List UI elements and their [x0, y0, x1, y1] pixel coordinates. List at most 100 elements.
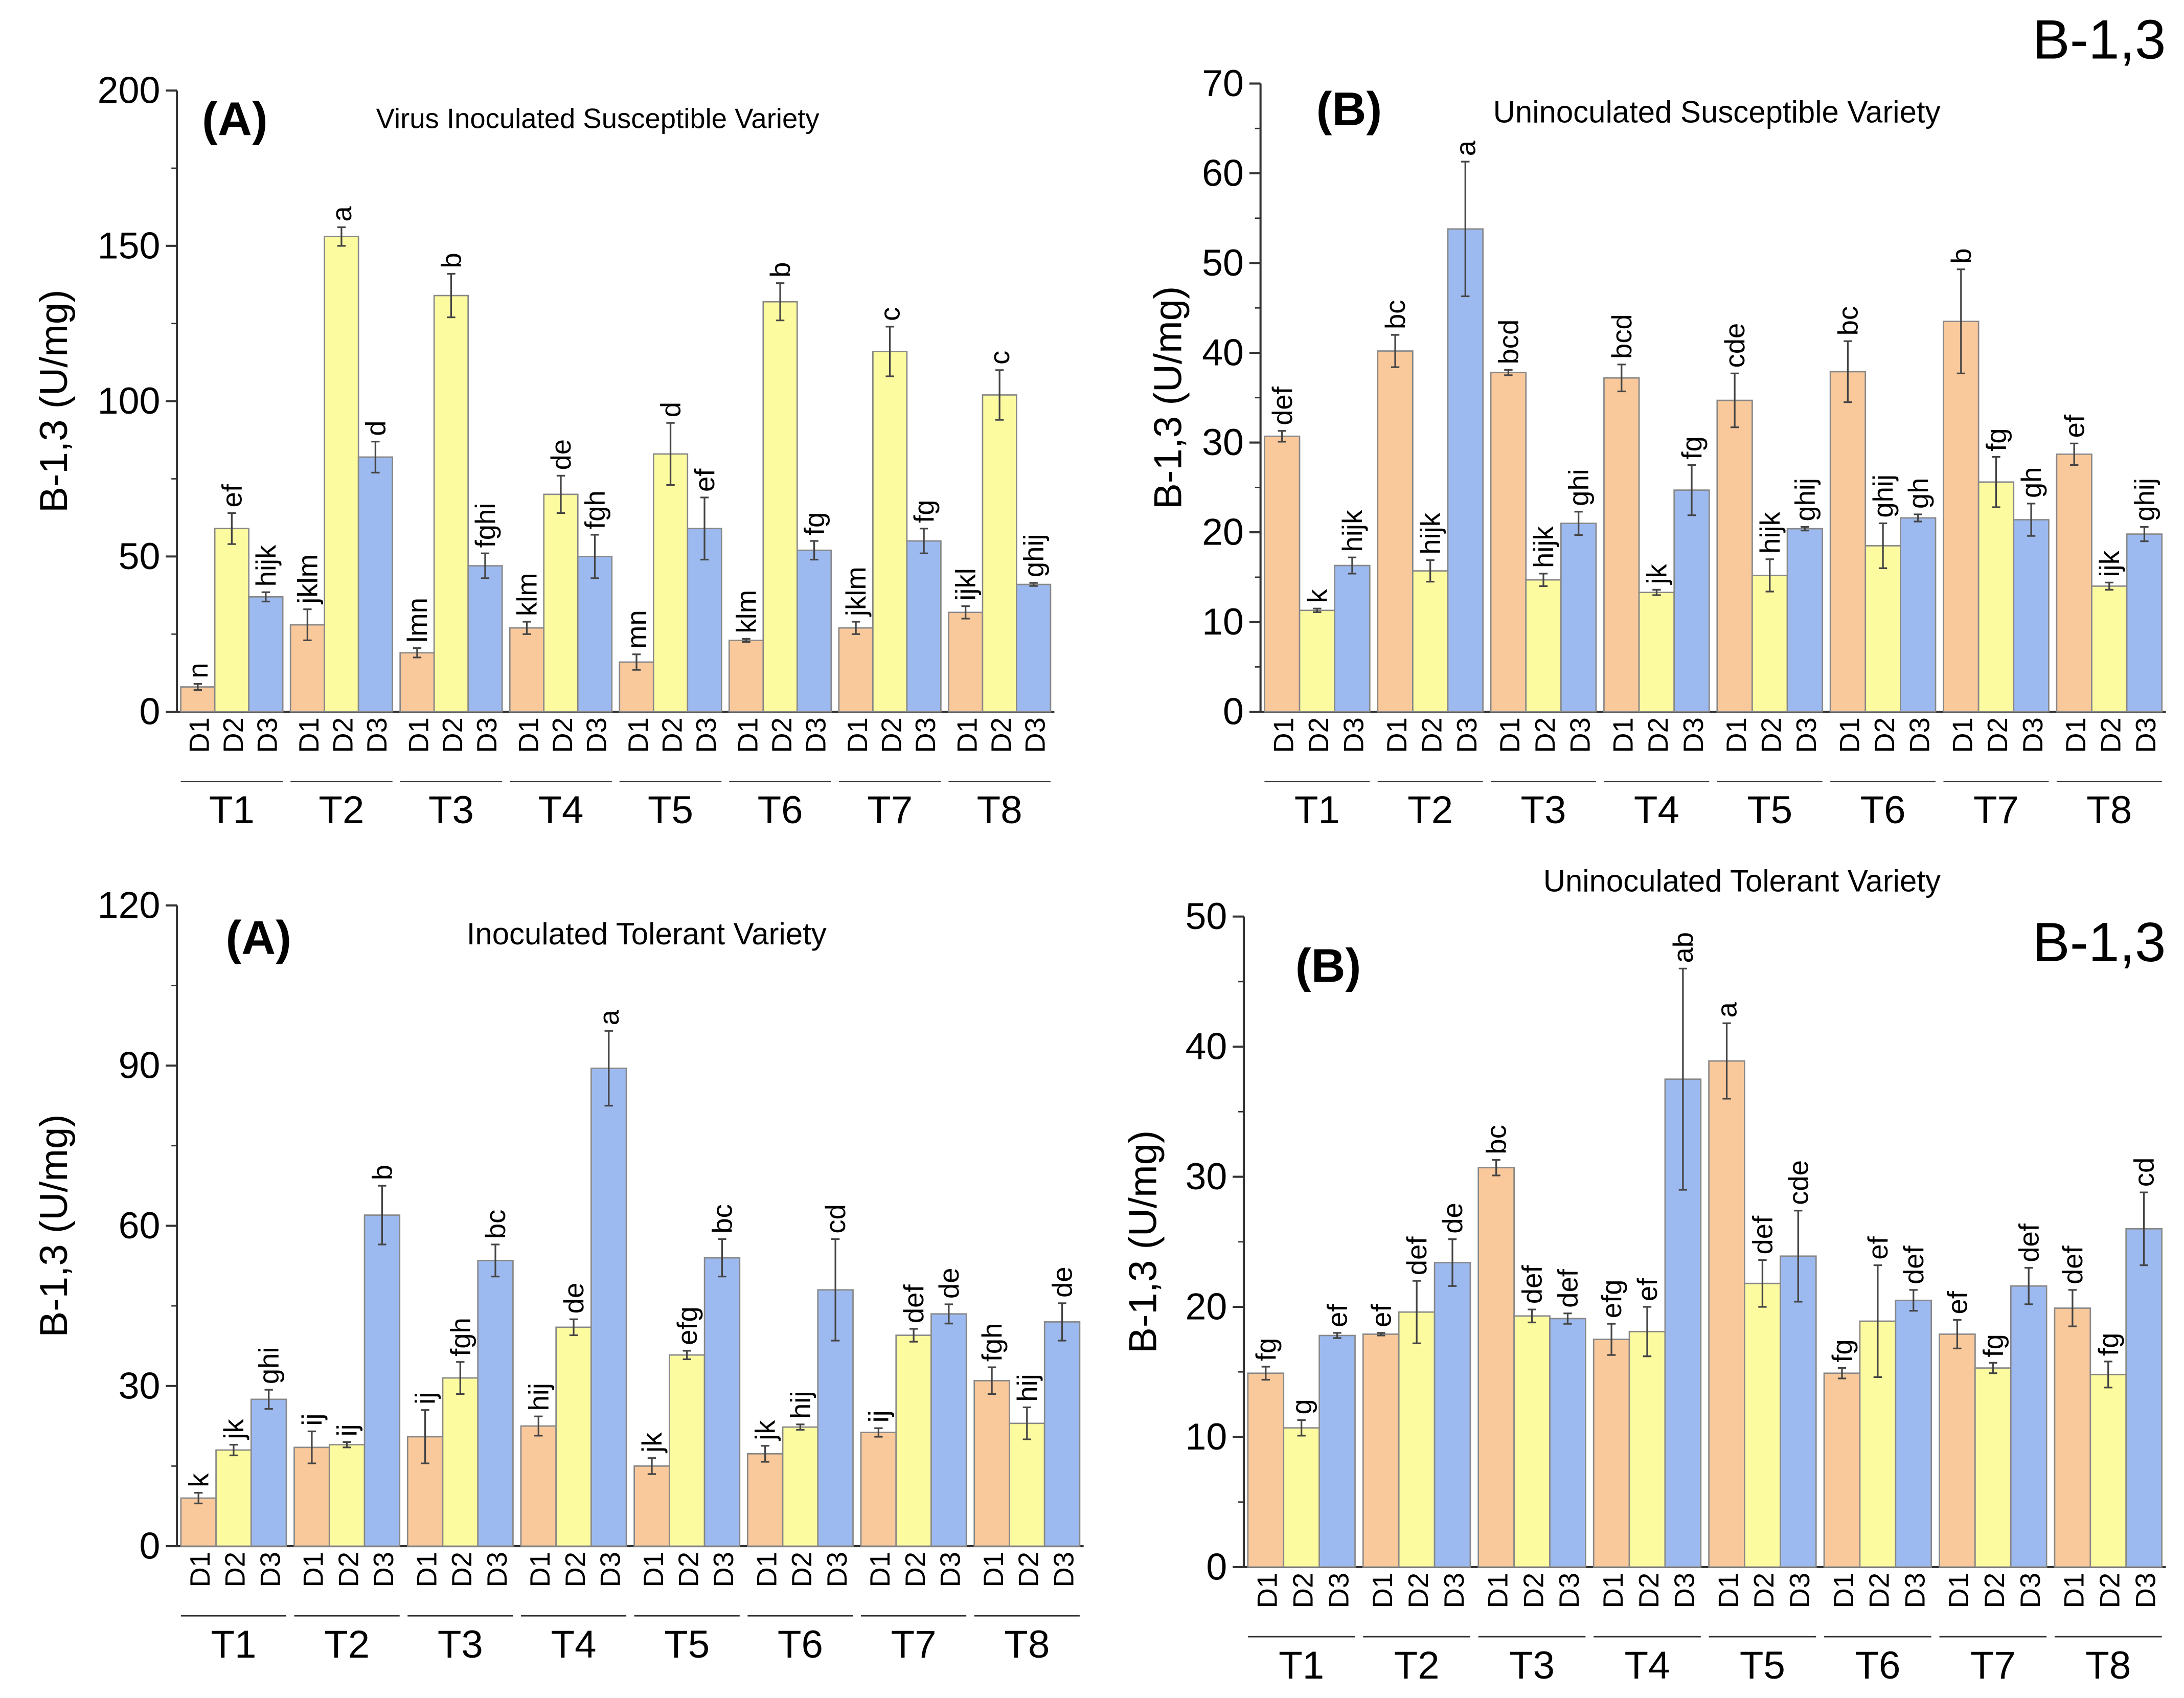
significance-label: hijk — [251, 545, 282, 586]
bar-T3-D3 — [1549, 1318, 1586, 1568]
significance-label: n — [183, 663, 214, 678]
x-subtick-label: D2 — [986, 717, 1017, 753]
significance-label: efg — [672, 1306, 703, 1345]
x-group-label: T8 — [977, 788, 1022, 832]
bar-T7-D3 — [2013, 519, 2050, 713]
significance-label: ij — [332, 1424, 363, 1436]
chart-panel-1: 0 50 100 150 200 B-1,3 (U/mg) (A) Virus Inocula… — [32, 69, 1055, 832]
significance-label: hijk — [1337, 510, 1368, 552]
x-subtick-label: D1 — [1608, 717, 1639, 753]
y-tick-label: 70 — [1202, 62, 1244, 104]
significance-label: fg — [2093, 1333, 2124, 1356]
panel-label: (B) — [1316, 82, 1382, 135]
significance-label: fg — [1981, 428, 2012, 451]
x-subtick-label: D1 — [1721, 717, 1752, 753]
bar-T7-D3 — [906, 540, 942, 713]
significance-label: hijk — [1528, 526, 1559, 568]
x-subtick-label: D1 — [1494, 717, 1526, 753]
x-subtick-label: D2 — [1518, 1573, 1549, 1609]
significance-label: hij — [1012, 1374, 1043, 1401]
x-subtick-label: D2 — [876, 717, 907, 753]
x-group-label: T4 — [551, 1623, 597, 1666]
significance-label: ghij — [1789, 478, 1821, 522]
x-subtick-label: D3 — [1791, 717, 1822, 753]
bar-T3-D2 — [442, 1377, 479, 1547]
x-subtick-label: D3 — [361, 717, 393, 753]
x-subtick-label: D2 — [1013, 1552, 1044, 1588]
significance-label: ijkl — [950, 568, 982, 601]
significance-label: def — [1401, 1236, 1432, 1276]
x-group-label: T6 — [778, 1623, 823, 1666]
bar-T7-D1 — [1943, 321, 1980, 713]
bar-T5-D2 — [1751, 574, 1788, 713]
significance-label: ij — [410, 1392, 441, 1405]
significance-label: ijk — [2094, 550, 2125, 577]
y-tick-label: 120 — [98, 884, 161, 926]
x-group-label: T7 — [867, 788, 913, 832]
x-subtick-label: D1 — [978, 1552, 1009, 1588]
x-group-label: T6 — [1855, 1644, 1900, 1687]
x-subtick-label: D1 — [1268, 717, 1300, 753]
significance-label: fgh — [580, 490, 611, 529]
significance-label: jk — [1641, 563, 1672, 585]
x-subtick-label: D3 — [935, 1552, 966, 1588]
bar-T2-D2 — [1398, 1311, 1436, 1568]
x-subtick-label: D1 — [1598, 1573, 1629, 1609]
bar-T4-D1 — [1592, 1339, 1630, 1568]
bar-T3-D3 — [1560, 523, 1597, 713]
bar-T7-D2 — [872, 351, 908, 713]
x-subtick-label: D3 — [581, 717, 612, 753]
y-tick-label: 30 — [1185, 1155, 1227, 1197]
significance-label: jklm — [292, 554, 323, 605]
y-tick-label: 20 — [1185, 1285, 1227, 1328]
x-subtick-label: D1 — [1828, 1573, 1859, 1609]
y-tick-label: 50 — [119, 535, 161, 577]
significance-label: ij — [297, 1413, 328, 1425]
corner-label: B-1,3 — [2033, 911, 2166, 973]
significance-label: def — [1898, 1245, 1929, 1284]
significance-label: ghi — [254, 1347, 285, 1384]
significance-label: ef — [216, 484, 247, 507]
bar-T3-D2 — [1525, 579, 1562, 713]
significance-label: bcd — [1493, 320, 1524, 365]
x-subtick-label: D1 — [2060, 717, 2091, 753]
x-subtick-label: D1 — [411, 1552, 442, 1588]
bar-T3-D1 — [1477, 1167, 1515, 1568]
x-subtick-label: D1 — [1482, 1573, 1513, 1609]
x-subtick-label: D3 — [1900, 1573, 1931, 1609]
bar-T4-D1 — [509, 627, 545, 713]
x-subtick-label: D3 — [1904, 717, 1936, 753]
bar-T4-D1 — [520, 1425, 557, 1547]
bar-T1-D1 — [180, 1497, 217, 1547]
x-subtick-label: D1 — [1834, 717, 1865, 753]
x-subtick-label: D3 — [708, 1552, 739, 1588]
x-subtick-label: D3 — [691, 717, 722, 753]
x-group-label: T1 — [209, 788, 255, 832]
bar-T6-D1 — [728, 640, 764, 713]
x-subtick-label: D3 — [1678, 717, 1709, 753]
bar-T7-D1 — [860, 1432, 897, 1547]
bar-T6-D3 — [1895, 1299, 1932, 1568]
bar-T7-D2 — [1977, 481, 2015, 713]
x-subtick-label: D2 — [2096, 717, 2127, 753]
x-subtick-label: D2 — [1416, 717, 1447, 753]
bar-T7-D3 — [930, 1313, 967, 1547]
x-subtick-label: D2 — [1982, 717, 2013, 753]
y-tick-label: 10 — [1185, 1415, 1227, 1458]
y-tick-label: 50 — [1202, 241, 1244, 284]
bar-T5-D1 — [1708, 1060, 1745, 1568]
x-subtick-label: D2 — [1864, 1573, 1895, 1609]
bar-T8-D2 — [982, 394, 1017, 713]
x-subtick-label: D3 — [482, 1552, 513, 1588]
significance-label: c — [984, 351, 1015, 365]
bar-T5-D2 — [652, 453, 689, 713]
y-tick-label: 60 — [1202, 152, 1244, 194]
x-group-label: T2 — [318, 788, 364, 832]
x-subtick-label: D1 — [298, 1552, 329, 1588]
x-subtick-label: D1 — [525, 1552, 556, 1588]
significance-label: klm — [512, 573, 543, 616]
x-subtick-label: D3 — [910, 717, 941, 753]
significance-label: cde — [1783, 1160, 1814, 1205]
significance-label: fg — [1250, 1338, 1282, 1361]
bar-T1-D1 — [1247, 1372, 1285, 1568]
